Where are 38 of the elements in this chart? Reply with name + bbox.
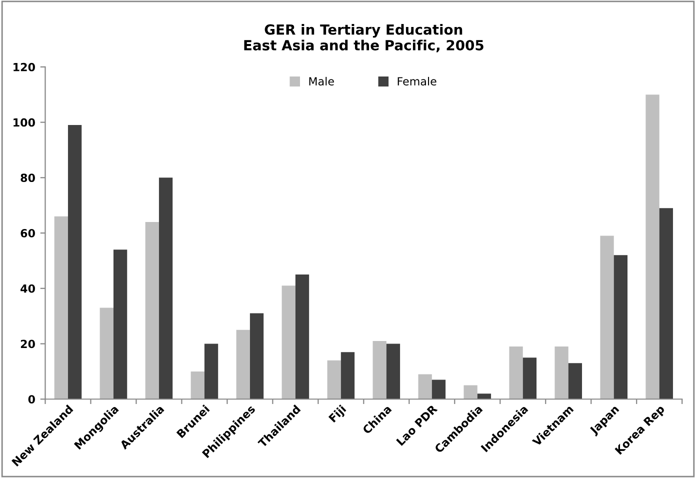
legend-label: Female: [398, 76, 436, 86]
bar: [614, 255, 628, 400]
bar: [54, 216, 68, 400]
y-tick-label: 20: [20, 340, 35, 348]
bar: [327, 360, 341, 400]
bar: [113, 250, 128, 400]
bar: [522, 358, 537, 400]
bar: [250, 313, 264, 400]
bar: [190, 371, 204, 400]
bar: [68, 125, 82, 400]
bar: [659, 208, 673, 400]
bar: [418, 374, 432, 400]
bar: [386, 344, 400, 400]
bar: [282, 286, 296, 400]
bar: [464, 385, 478, 400]
bar: [568, 363, 582, 400]
bar: [509, 346, 523, 400]
bar: [145, 222, 159, 400]
bar: [372, 340, 386, 400]
bar: [646, 94, 660, 400]
chart-title: GER in Tertiary Education East Asia and the Pacific, 2005: [244, 24, 484, 52]
y-tick-label: 80: [20, 174, 35, 182]
bar: [100, 308, 114, 400]
bar: [554, 346, 568, 400]
bar: [158, 178, 173, 400]
legend-label: Male: [309, 76, 334, 86]
y-tick-label: 100: [14, 118, 35, 127]
bar: [295, 274, 310, 400]
bar: [600, 236, 614, 400]
bar: [432, 380, 446, 400]
y-tick-label: 60: [20, 229, 35, 238]
bar: [236, 330, 250, 400]
y-tick-label: 0: [28, 395, 35, 404]
bar: [340, 352, 355, 400]
bar: [204, 344, 218, 400]
y-tick-label: 120: [14, 62, 35, 72]
x-tick-label: Fiji: [328, 404, 348, 424]
y-tick-label: 40: [20, 284, 35, 293]
